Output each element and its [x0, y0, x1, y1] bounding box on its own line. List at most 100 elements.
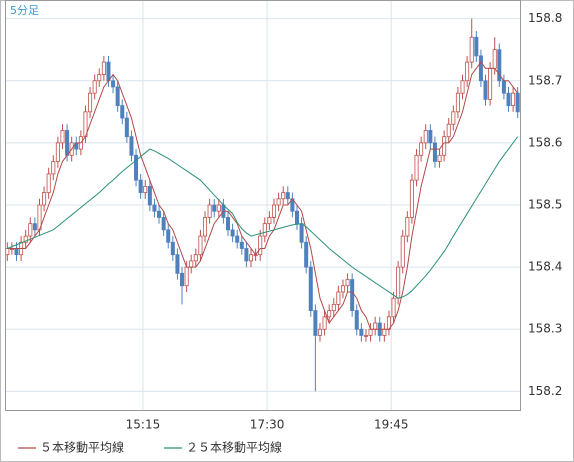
candle-body	[143, 185, 148, 193]
candle-body	[336, 291, 341, 305]
candle-body	[111, 80, 116, 88]
candle-body	[184, 266, 189, 287]
candle-body	[437, 154, 442, 162]
candle-body	[193, 254, 198, 262]
candle-body	[322, 316, 327, 330]
candle-body	[327, 310, 332, 318]
y-tick-label: 158.5	[528, 198, 562, 212]
candle-body	[419, 142, 424, 156]
candle-body	[317, 328, 322, 336]
candle-body	[511, 92, 516, 107]
candle-body	[308, 266, 313, 312]
candle-body	[216, 204, 221, 212]
candle-body	[497, 49, 502, 82]
y-tick-label: 158.3	[528, 322, 562, 336]
candle-body	[340, 285, 345, 293]
plot-border	[5, 0, 521, 411]
candle-body	[304, 241, 309, 268]
candle-body	[373, 322, 378, 330]
candle-body	[101, 61, 106, 75]
candle-body	[42, 192, 47, 206]
x-tick-label: 15:15	[126, 418, 161, 432]
moving-average-line	[7, 61, 519, 330]
candle-body	[239, 241, 244, 249]
candle-body	[46, 173, 51, 193]
candle-body	[28, 223, 33, 237]
candle-body	[368, 328, 373, 336]
candle-body	[51, 161, 56, 175]
candle-body	[396, 266, 401, 299]
candle-body	[170, 241, 175, 256]
candle-body	[354, 310, 359, 330]
candle-body	[469, 36, 474, 63]
candle-body	[276, 198, 281, 206]
candle-body	[92, 80, 97, 94]
timeframe-label: 5分足	[10, 4, 39, 17]
candle-body	[88, 92, 93, 113]
candle-body	[414, 154, 419, 181]
candle-body	[313, 310, 318, 336]
y-tick-label: 158.4	[528, 260, 562, 274]
candle-body	[129, 136, 134, 156]
candle-body	[350, 279, 355, 312]
candle-body	[271, 204, 277, 218]
candle-body	[345, 279, 350, 287]
y-tick-label: 158.7	[528, 73, 562, 87]
candle-body	[23, 235, 28, 243]
candle-body	[138, 179, 143, 193]
legend-label: ５本移動平均線	[40, 440, 124, 455]
candle-body	[115, 86, 120, 107]
x-tick-label: 19:45	[374, 418, 409, 432]
candle-body	[492, 49, 497, 69]
candle-body	[382, 328, 387, 336]
candle-body	[175, 254, 180, 274]
y-tick-label: 158.2	[528, 384, 562, 398]
candle-body	[465, 61, 470, 82]
x-tick-label: 17:30	[250, 418, 285, 432]
candle-body	[166, 229, 171, 243]
candle-body	[134, 154, 139, 181]
candle-body	[157, 210, 162, 218]
candle-body	[14, 248, 19, 256]
candle-body	[5, 248, 10, 256]
candle-body	[226, 217, 231, 231]
candle-body	[405, 217, 410, 237]
candle-body	[147, 185, 152, 206]
candle-body	[442, 136, 447, 156]
candle-body	[281, 192, 286, 200]
candle-body	[60, 130, 65, 144]
candle-body	[483, 80, 488, 100]
candle-body	[124, 117, 129, 138]
candle-body	[207, 204, 212, 218]
candle-body	[515, 92, 520, 113]
candle-body	[391, 297, 396, 318]
candle-body	[212, 204, 217, 212]
candle-body	[294, 210, 299, 225]
candle-body	[451, 111, 456, 125]
candle-body	[267, 217, 272, 225]
moving-average-line	[7, 136, 519, 299]
candle-body	[460, 80, 465, 94]
candle-body	[478, 55, 483, 82]
candle-body	[488, 67, 493, 100]
candle-body	[262, 223, 267, 237]
candle-body	[152, 204, 157, 212]
candle-body	[235, 235, 240, 243]
candle-body	[248, 254, 254, 262]
candle-body	[501, 80, 506, 94]
y-tick-label: 158.8	[528, 11, 562, 25]
candle-body	[506, 92, 511, 107]
grid	[5, 0, 520, 410]
candle-body	[230, 229, 235, 237]
candle-body	[161, 217, 166, 231]
candle-body	[97, 74, 102, 82]
candle-body	[106, 61, 111, 82]
candle-body	[446, 123, 451, 138]
candle-body	[432, 142, 437, 162]
candle-body	[244, 248, 249, 262]
y-tick-label: 158.6	[528, 135, 562, 149]
candle-body	[455, 92, 460, 113]
